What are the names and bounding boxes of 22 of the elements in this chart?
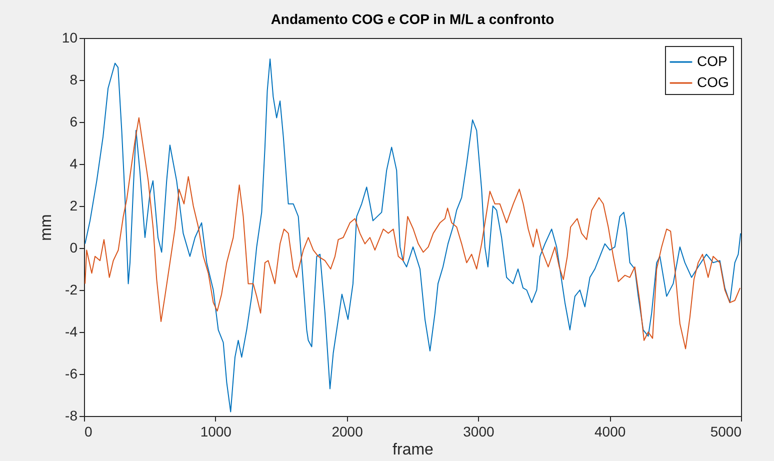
x-tick-label: 3000 (463, 424, 494, 440)
y-tick-label: -2 (65, 282, 78, 298)
y-tick-label: -8 (65, 408, 78, 424)
legend-label: COG (697, 74, 729, 90)
x-tick-label: 0 (84, 424, 92, 440)
y-tick-label: 8 (70, 72, 78, 88)
y-tick-label: -4 (65, 324, 78, 340)
y-tick-label: 4 (70, 156, 78, 172)
y-axis-title: mm (38, 214, 55, 241)
line-series (84, 117, 741, 350)
y-tick-label: 10 (62, 30, 78, 46)
x-axis-title: frame (392, 442, 434, 458)
y-tick-label: -6 (65, 366, 78, 382)
y-tick-label: 0 (70, 240, 78, 256)
chart-title: Andamento COG e COP in M/L a confronto (270, 11, 554, 27)
x-tick-label: 4000 (594, 424, 626, 440)
x-tick-label: 2000 (332, 424, 364, 440)
y-tick-label: 6 (70, 114, 78, 130)
x-tick-label: 5000 (710, 424, 742, 440)
y-tick-label: 2 (70, 198, 78, 214)
x-tick-label: 1000 (200, 424, 232, 440)
legend-label: COP (697, 53, 728, 69)
